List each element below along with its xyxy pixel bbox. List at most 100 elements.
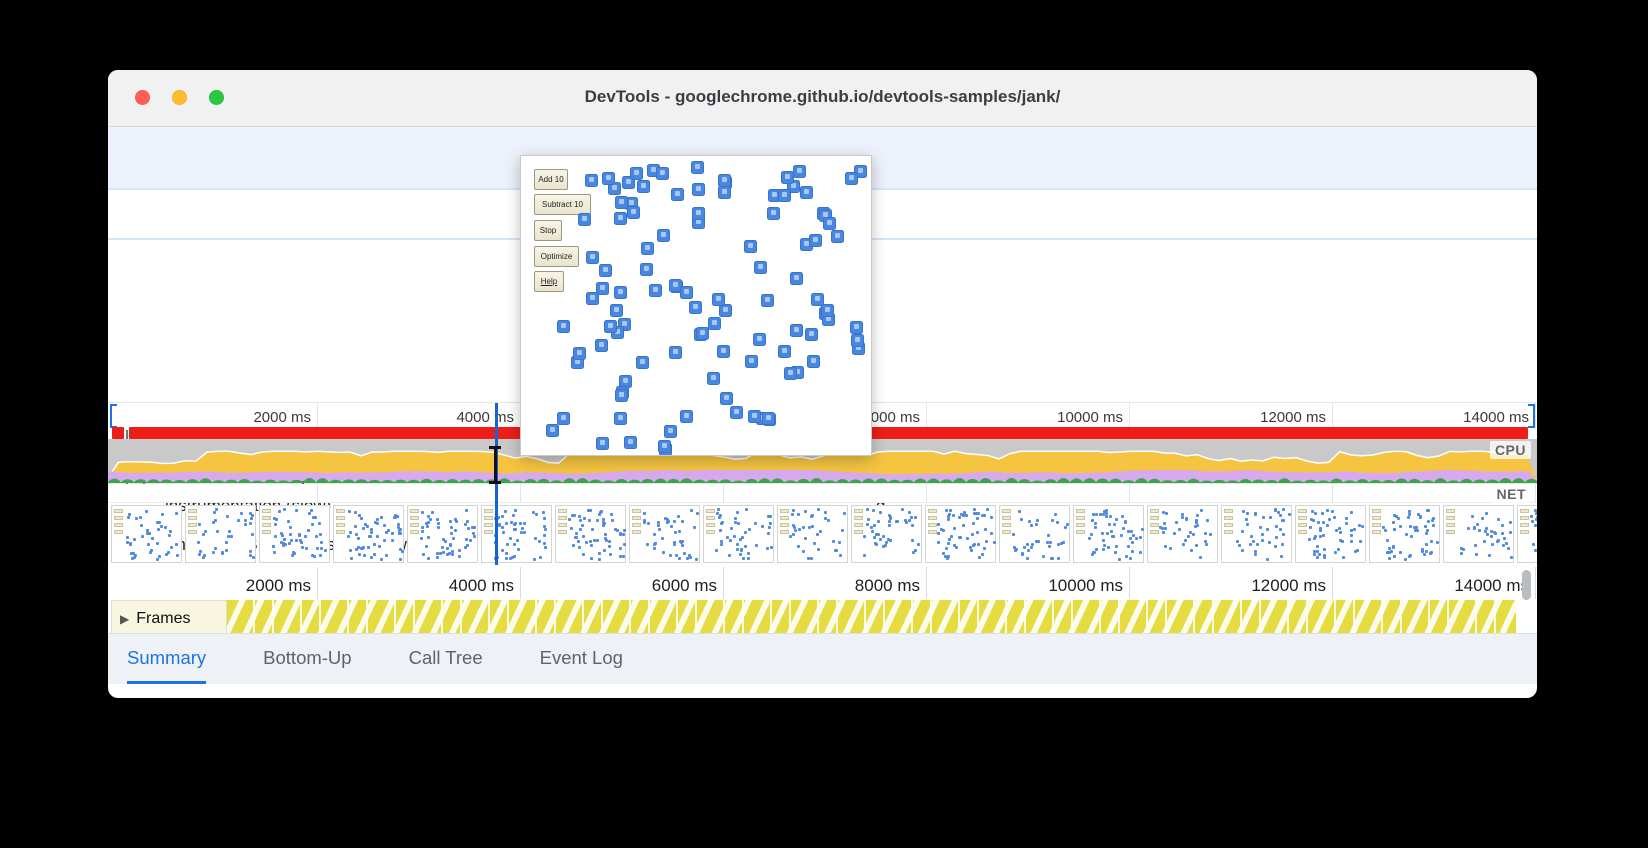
dot [212, 521, 216, 525]
mini-button [188, 516, 197, 520]
dot [680, 543, 684, 547]
dot [521, 527, 525, 531]
dot [1105, 512, 1109, 516]
dot [1501, 523, 1505, 527]
dot [901, 508, 905, 512]
jank-square [745, 355, 758, 368]
dot [1235, 540, 1239, 544]
dot [472, 534, 476, 538]
screenshot-filmstrip[interactable] [108, 503, 1537, 565]
dot [447, 552, 451, 556]
dot [733, 535, 737, 539]
frames-bar[interactable] [227, 600, 1516, 637]
dot [356, 546, 360, 550]
dot [588, 518, 592, 522]
jank-square [614, 212, 627, 225]
net-gridline [317, 484, 318, 503]
dot [1100, 531, 1104, 535]
filmstrip-screenshot[interactable] [703, 505, 774, 563]
minimize-window-button[interactable] [172, 90, 187, 105]
timeline-ruler[interactable]: 2000 ms 4000 ms 6000 ms 8000 ms 10000 ms 1200… [108, 567, 1537, 599]
filmstrip-screenshot[interactable] [1369, 505, 1440, 563]
dot [1485, 526, 1489, 530]
dot [595, 539, 599, 543]
scrollbar-thumb[interactable] [1522, 570, 1531, 600]
filmstrip-screenshot[interactable] [407, 505, 478, 563]
dot [367, 546, 371, 550]
mini-button [114, 523, 123, 527]
filmstrip-screenshot[interactable] [851, 505, 922, 563]
mini-button [1372, 530, 1381, 534]
dot [1204, 531, 1208, 535]
mini-button [1224, 530, 1233, 534]
filmstrip-screenshot[interactable] [111, 505, 182, 563]
dot [801, 525, 805, 529]
dot [506, 542, 510, 546]
filmstrip-screenshot[interactable] [1221, 505, 1292, 563]
dot [441, 551, 445, 555]
dot [398, 528, 402, 532]
expand-triangle-icon[interactable]: ▶ [120, 611, 130, 626]
close-window-button[interactable] [135, 90, 150, 105]
dot [1342, 555, 1346, 559]
filmstrip-screenshot[interactable] [1147, 505, 1218, 563]
dot [1129, 556, 1133, 560]
filmstrip-screenshot[interactable] [185, 505, 256, 563]
jank-square [793, 165, 806, 178]
dot [281, 543, 285, 547]
dot [1046, 534, 1050, 538]
range-handle-left[interactable] [110, 404, 117, 428]
filmstrip-screenshot[interactable] [481, 505, 552, 563]
dot [680, 539, 684, 543]
dot [169, 529, 173, 533]
tab-bottom-up[interactable]: Bottom-Up [263, 646, 352, 668]
filmstrip-screenshot[interactable] [925, 505, 996, 563]
filmstrip-screenshot[interactable] [1443, 505, 1514, 563]
jank-square [630, 167, 643, 180]
dot [1313, 550, 1317, 554]
jank-square [546, 424, 559, 437]
dot [739, 538, 743, 542]
filmstrip-screenshot[interactable] [999, 505, 1070, 563]
filmstrip-screenshot[interactable] [777, 505, 848, 563]
range-handle-right[interactable] [1528, 404, 1535, 428]
dot [681, 519, 685, 523]
dot [741, 536, 745, 540]
dot [914, 548, 918, 552]
mini-button [410, 523, 419, 527]
dot [463, 546, 467, 550]
dot [647, 522, 651, 526]
filmstrip-screenshot[interactable] [555, 505, 626, 563]
frames-track-header[interactable]: ▶ Frames [111, 600, 227, 637]
ruler-gridline [317, 403, 318, 430]
filmstrip-screenshot[interactable] [1295, 505, 1366, 563]
dot [216, 529, 220, 533]
dot [146, 531, 150, 535]
dot [426, 520, 430, 524]
tab-call-tree[interactable]: Call Tree [408, 646, 483, 668]
filmstrip-screenshot[interactable] [1517, 505, 1537, 563]
tab-event-log[interactable]: Event Log [539, 646, 623, 668]
dot [307, 511, 311, 515]
filmstrip-screenshot[interactable] [1073, 505, 1144, 563]
dot [1094, 522, 1098, 526]
dot [719, 522, 723, 526]
cpu-overview-chart[interactable] [108, 439, 1537, 484]
mini-button [854, 523, 863, 527]
dot [811, 514, 815, 518]
filmstrip-screenshot[interactable] [259, 505, 330, 563]
dot [597, 513, 601, 517]
dot [220, 551, 224, 555]
filmstrip-screenshot[interactable] [333, 505, 404, 563]
overview-playhead[interactable] [495, 403, 498, 565]
dot [1050, 556, 1054, 560]
zoom-window-button[interactable] [209, 90, 224, 105]
dot [1184, 517, 1188, 521]
mini-button [780, 523, 789, 527]
dot [1459, 551, 1463, 555]
dot [589, 539, 593, 543]
tab-summary[interactable]: Summary [127, 634, 207, 684]
jank-square [596, 437, 609, 450]
filmstrip-screenshot[interactable] [629, 505, 700, 563]
dot [1326, 524, 1330, 528]
